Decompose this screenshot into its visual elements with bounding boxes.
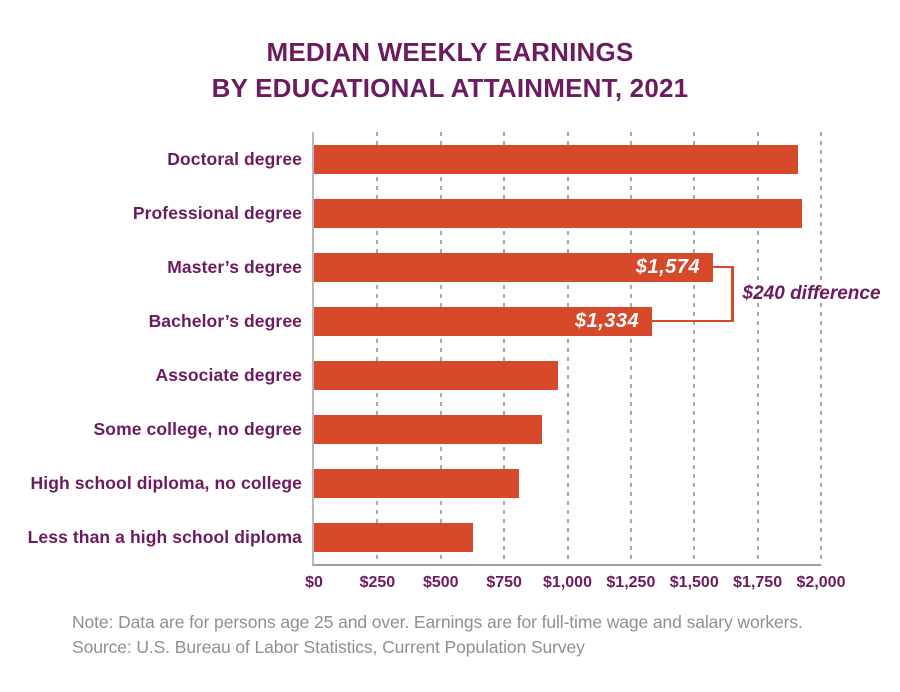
bar xyxy=(314,360,559,390)
chart-title-line-1: MEDIAN WEEKLY EARNINGS xyxy=(266,37,634,67)
bracket-vertical-line xyxy=(731,265,734,323)
bar-row xyxy=(314,510,821,564)
gridline xyxy=(439,132,442,564)
bar xyxy=(314,414,542,444)
x-tick-label: $1,500 xyxy=(669,574,719,591)
x-tick-label: $1,250 xyxy=(606,574,656,591)
bars: $1,574 $1,334 xyxy=(314,132,821,564)
gridline xyxy=(820,132,822,564)
category-label: Professional degree xyxy=(132,202,302,223)
bar xyxy=(314,198,802,228)
bar-chart: Doctoral degree Professional degree Master… xyxy=(6,132,900,566)
x-tick-label: $250 xyxy=(359,574,396,591)
bar-value-label: $1,334 xyxy=(574,309,640,332)
gridline xyxy=(629,132,632,564)
bar xyxy=(314,144,798,174)
bar-row xyxy=(314,348,821,402)
gridline xyxy=(693,132,696,564)
category-labels: Doctoral degree Professional degree Master… xyxy=(6,132,312,566)
bar: $1,334 xyxy=(314,306,653,336)
bar-value-label: $1,574 xyxy=(635,255,700,278)
gridline xyxy=(566,132,569,564)
difference-label: $240 difference xyxy=(742,283,881,304)
x-tick-label: $1,750 xyxy=(733,574,783,591)
gridline xyxy=(756,132,759,564)
category-label: Doctoral degree xyxy=(167,148,302,169)
category-label: High school diploma, no college xyxy=(30,472,302,493)
gridline xyxy=(376,132,379,564)
bar-row xyxy=(314,132,821,186)
chart-title-line-2: BY EDUCATIONAL ATTAINMENT, 2021 xyxy=(211,73,689,103)
bar: $1,574 xyxy=(314,252,713,282)
category-label: Bachelor’s degree xyxy=(148,310,302,331)
x-tick-label: $500 xyxy=(422,574,459,591)
x-tick-label: $0 xyxy=(305,574,323,591)
x-tick-label: $2,000 xyxy=(796,574,846,591)
bar-row: $1,574 xyxy=(314,240,821,294)
bar xyxy=(314,522,473,552)
category-label: Master’s degree xyxy=(167,256,302,277)
bar-row xyxy=(314,186,821,240)
x-axis: $0 $250 $500 $750 $1,000 $1,250 $1,500 $1,750 $2… xyxy=(305,566,845,596)
chart-title: MEDIAN WEEKLY EARNINGS BY EDUCATIONAL AT… xyxy=(0,0,900,106)
note-text: Note: Data are for persons age 25 and ov… xyxy=(72,612,803,632)
source-text: Source: U.S. Bureau of Labor Statistics,… xyxy=(72,636,585,657)
bar-row: $1,334 xyxy=(314,294,821,348)
plot-area: $1,574 $1,334 $240 difference xyxy=(312,132,881,566)
bar xyxy=(314,468,520,498)
footnotes: Note: Data are for persons age 25 and ov… xyxy=(72,610,900,660)
category-label: Less than a high school diploma xyxy=(27,526,302,547)
x-tick-label: $1,000 xyxy=(543,574,592,591)
bracket-top-line xyxy=(713,265,734,269)
bar-row xyxy=(314,402,821,456)
category-label: Some college, no degree xyxy=(93,418,302,439)
x-tick-label: $750 xyxy=(486,574,522,591)
bar-row xyxy=(314,456,821,510)
gridline xyxy=(503,132,506,564)
bracket-bottom-line xyxy=(652,319,734,323)
category-label: Associate degree xyxy=(155,364,302,385)
